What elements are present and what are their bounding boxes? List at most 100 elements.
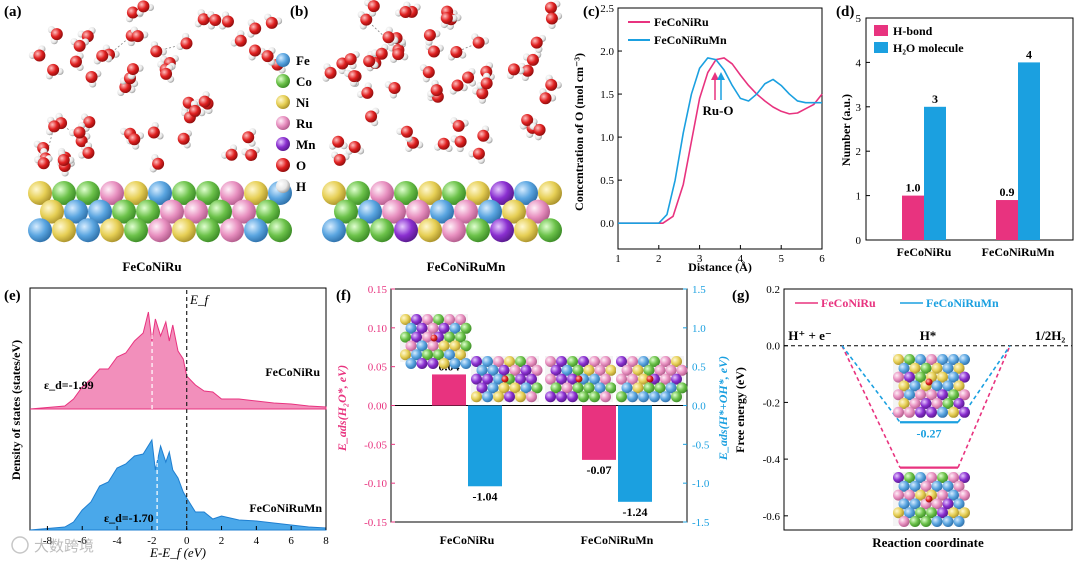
oxygen-atom [221, 15, 234, 28]
Mn-atom [942, 498, 954, 510]
Ru-atom [442, 218, 466, 243]
Ni-atom [538, 181, 562, 205]
Mn-atom [438, 322, 450, 334]
Co-atom [904, 354, 915, 365]
e-center-label-1: ε_d=-1.99 [44, 378, 94, 392]
Fe-atom [449, 322, 461, 334]
legend-atom-ni [276, 95, 290, 109]
Ni-atom [948, 507, 959, 519]
Ni-atom [514, 218, 538, 243]
oxygen-atom [189, 104, 202, 117]
Fe-atom [948, 371, 959, 383]
Fe-atom [405, 358, 417, 369]
d-bar [924, 106, 946, 240]
Ru-atom [898, 516, 910, 527]
Co-atom [671, 391, 682, 403]
Ru-atom [444, 314, 455, 325]
panel-b-label: (b) [290, 4, 308, 20]
g-ytick-label: -0.6 [763, 511, 781, 523]
Co-atom [196, 181, 220, 205]
oxygen-atom [73, 126, 86, 139]
oxygen-atom [50, 28, 63, 41]
Co-atom [616, 391, 627, 403]
c-axes: 1 2 3 4 5 6 0.0 0.5 1.0 1.5 2.0 2.5 [600, 3, 825, 265]
f-ytick-left-label: 0.05 [368, 362, 388, 374]
Ni-atom [898, 398, 910, 409]
Co-atom [394, 181, 418, 205]
oxygen-atom [69, 55, 82, 68]
oxygen-atom [209, 14, 222, 27]
c-ytick-label: 0.5 [600, 175, 614, 187]
Fe-atom [589, 373, 600, 385]
Co-atom [643, 364, 655, 376]
Co-atom [433, 314, 444, 325]
Mn-atom [556, 391, 567, 403]
Ru-atom [455, 314, 466, 325]
oxygen-atom [476, 87, 489, 100]
e-xtick-label: -4 [112, 535, 122, 547]
Fe-atom [898, 498, 910, 510]
Fe-atom [898, 480, 910, 492]
Ru-atom [454, 199, 478, 224]
Mn-atom [920, 398, 932, 409]
Co-atom [346, 218, 370, 243]
c-ytick-label: 1.5 [600, 89, 614, 101]
Fe-atom [638, 391, 649, 403]
oxygen-atom [361, 86, 374, 99]
c-xtick-label: 1 [615, 253, 621, 265]
oxygen-atom [177, 132, 190, 145]
Ru-atom [893, 371, 904, 383]
adsorbate-atom [575, 375, 583, 383]
panel-g: (g) -0.6-0.4-0.20.00.2 -0.43-0.27 Free e… [732, 284, 1073, 550]
Ni-atom [948, 406, 959, 418]
oxygen-atom [382, 31, 395, 44]
oxygen-atom [33, 49, 46, 62]
oxygen-atom [249, 22, 262, 35]
Ru-atom [148, 218, 172, 243]
f-bar-label: -1.24 [623, 505, 648, 519]
Fe-atom [148, 181, 172, 205]
c-xtick-label: 6 [819, 253, 825, 265]
oxygen-atom [128, 133, 141, 146]
Co-atom [400, 331, 411, 343]
watermark: 大数跨境 [11, 536, 94, 555]
f-axes: -0.15 -0.10 -0.05 0.00 0.05 0.10 0.15 -1.5 -1.0 -… [364, 284, 710, 547]
Co-atom [920, 362, 932, 374]
oxygen-atom [126, 6, 139, 19]
Ni-atom [502, 199, 526, 224]
adsorbate-atom [501, 375, 509, 383]
Ru-atom [959, 489, 970, 501]
oxygen-atom [225, 148, 238, 161]
f-ytick-left-label: -0.05 [364, 439, 387, 451]
Fe-atom [358, 199, 382, 224]
Ru-atom [422, 331, 433, 343]
Fe-atom [931, 480, 943, 492]
d-ytick-label: 3 [856, 102, 862, 114]
oxygen-atom [344, 53, 357, 66]
Mn-atom [556, 373, 567, 385]
f-ytick-left-label: -0.10 [364, 478, 387, 490]
oxygen-atom [96, 49, 109, 62]
Fe-atom [449, 358, 461, 369]
d-bar-label: 3 [932, 92, 938, 106]
Ru-atom [509, 364, 521, 376]
Ni-atom [466, 181, 490, 205]
legend-label-ni: Ni [296, 95, 309, 110]
Mn-atom [567, 373, 578, 385]
g-ytick-label: -0.4 [763, 454, 781, 466]
Ru-atom [665, 364, 677, 376]
Fe-atom [460, 358, 472, 369]
g-ytick-label: 0.0 [766, 341, 780, 353]
g-ytick-label: -0.2 [763, 397, 780, 409]
Ru-atom [909, 398, 921, 409]
Mn-atom [416, 358, 428, 369]
f-bar-label: -1.04 [473, 489, 498, 503]
d-category-label: FeCoNiRu [897, 245, 952, 259]
c-ylabel: Concentration of O (mol cm⁻³) [572, 53, 586, 211]
Ru-atom [676, 364, 688, 376]
panel-e: (e) -8 -6 -4 -2 0 2 4 6 8 Density of states (sta… [4, 287, 329, 560]
Ru-atom [627, 373, 638, 385]
panel-f-label: (f) [336, 288, 351, 304]
Mn-atom [526, 373, 537, 385]
water-layer-a [28, 0, 286, 177]
